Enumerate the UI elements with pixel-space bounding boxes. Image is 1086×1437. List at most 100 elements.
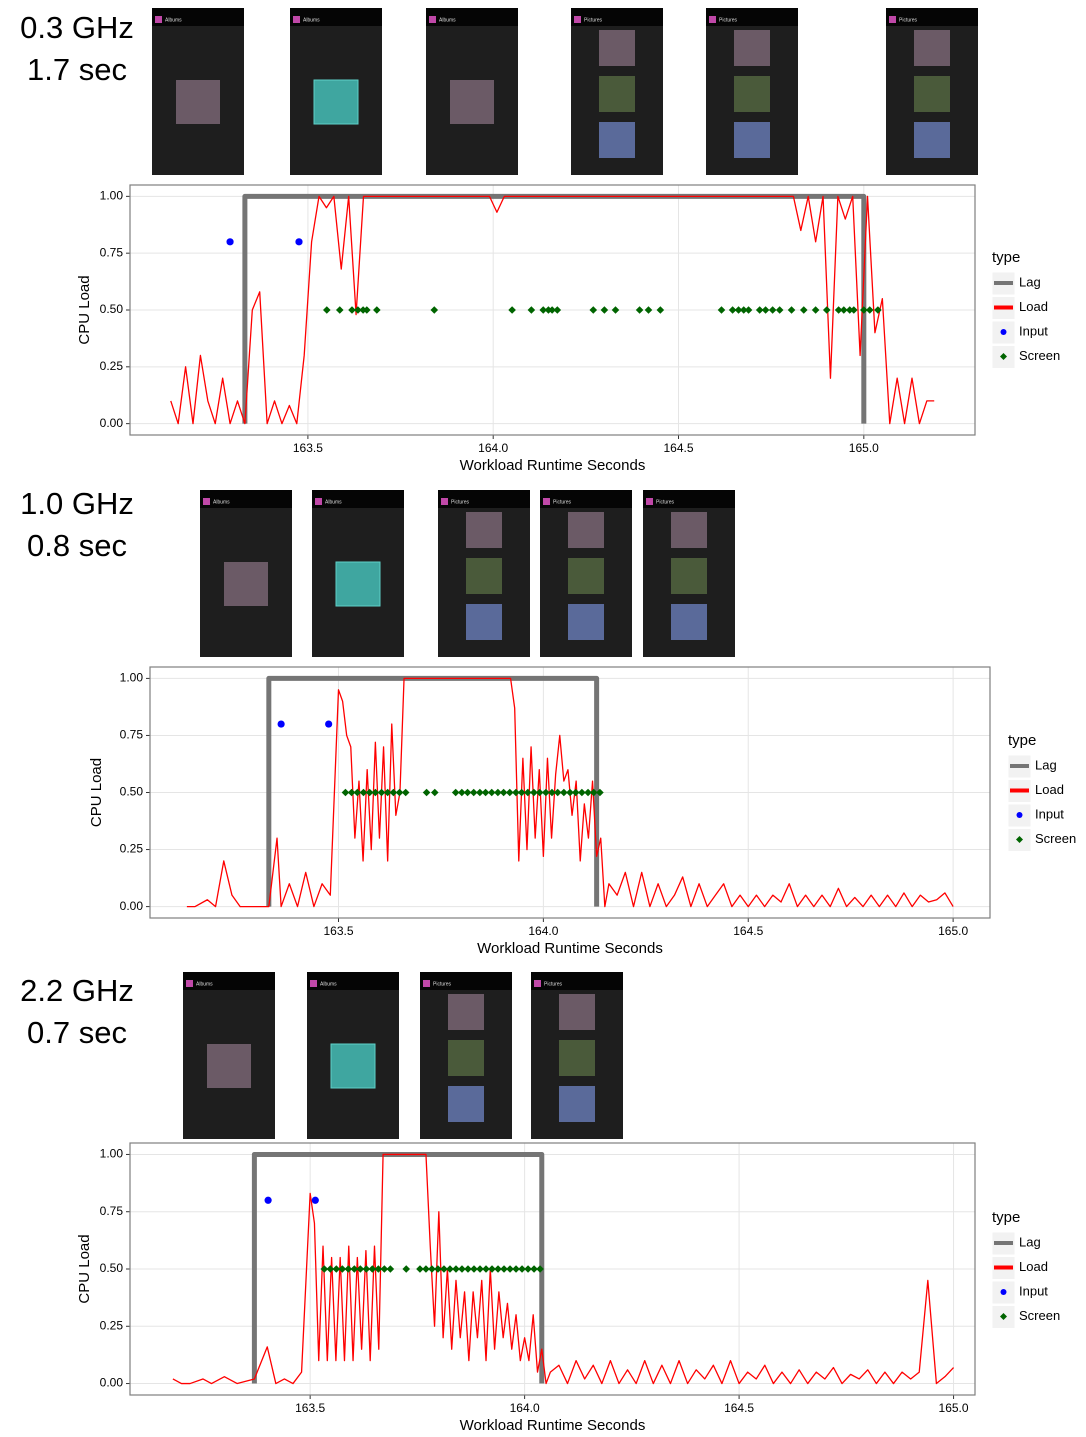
y-tick-label: 1.00: [120, 671, 144, 685]
x-tick-label: 164.5: [724, 1401, 754, 1415]
screen-point: [386, 1265, 395, 1273]
thumbnail-photo: [599, 76, 635, 112]
thumbnail-title: Albums: [439, 17, 456, 23]
thumbnail-status-bar: [438, 490, 530, 508]
screen-point: [380, 1265, 389, 1273]
screenshot-thumbnail: Pictures: [886, 8, 978, 175]
thumbnail-status-bar: [307, 972, 399, 990]
thumbnail-title: Pictures: [584, 17, 603, 23]
screen-point: [548, 788, 556, 797]
legend-label: Screen: [1035, 831, 1076, 846]
screenshot-thumbnail: Pictures: [643, 490, 735, 657]
thumbnail-status-bar: [290, 8, 382, 26]
thumbnail-title: Pictures: [544, 981, 563, 987]
thumbnail-status-bar: [200, 490, 292, 508]
thumbnail-photo: [207, 1044, 251, 1088]
panel-subtitle: 0.8 sec: [27, 528, 127, 563]
input-point: [226, 238, 234, 246]
legend-label: Input: [1019, 323, 1048, 338]
thumbnail-title: Pictures: [451, 499, 470, 505]
chart-panel: 1.0 GHz 0.8 sec Albums Albums Pictures Pictur…: [20, 486, 1076, 957]
thumbnail-app-icon: [293, 16, 300, 23]
screen-point: [542, 788, 550, 797]
thumbnail-photo: [224, 562, 268, 606]
screen-point: [505, 788, 514, 797]
thumbnail-status-bar: [531, 972, 623, 990]
thumbnail-photo: [448, 1040, 484, 1076]
legend-swatch: [1000, 1289, 1007, 1295]
screenshot-thumbnail: Albums: [200, 490, 292, 657]
legend-label: Input: [1035, 806, 1064, 821]
thumbnail-photo: [448, 1086, 484, 1122]
thumbnail-app-icon: [423, 980, 430, 987]
screen-point: [755, 306, 764, 314]
screen-point: [589, 788, 598, 797]
legend-title: type: [1008, 732, 1036, 749]
thumbnail-app-icon: [441, 498, 448, 505]
input-point: [277, 720, 285, 728]
plot-border: [129, 1142, 976, 1396]
screen-point: [347, 788, 356, 797]
screenshot-thumbnail: Albums: [312, 490, 404, 657]
screen-point: [365, 788, 374, 797]
input-point: [325, 720, 333, 728]
legend-label: Lag: [1035, 757, 1057, 772]
screen-point: [469, 788, 478, 797]
thumbnail-photo: [914, 76, 950, 112]
screen-point: [363, 306, 371, 314]
screenshot-thumbnail: Pictures: [531, 972, 623, 1139]
screen-point: [482, 1265, 490, 1273]
thumbnail-photo: [671, 558, 707, 594]
load-line: [172, 1153, 955, 1385]
screen-point: [428, 1265, 436, 1273]
screen-point: [481, 788, 490, 797]
screen-point: [389, 788, 398, 797]
thumbnail-title: Albums: [325, 499, 342, 505]
y-tick-label: 0.50: [100, 1261, 124, 1275]
thumbnail-status-bar: [152, 8, 244, 26]
screenshot-thumbnail: Pictures: [438, 490, 530, 657]
screen-point: [452, 1265, 460, 1273]
thumbnail-photo: [335, 561, 381, 607]
x-axis-title: Workload Runtime Seconds: [460, 1417, 646, 1434]
legend-swatch: [1016, 836, 1023, 843]
legend-swatch: [1016, 812, 1023, 818]
screen-point: [506, 1265, 514, 1273]
screen-point: [635, 306, 644, 314]
screenshot-thumbnail: Albums: [426, 8, 518, 175]
panel-title: 1.0 GHz: [20, 486, 134, 521]
screen-point: [368, 1265, 377, 1273]
screen-point: [845, 306, 854, 314]
thumbnail-photo: [568, 558, 604, 594]
load-line: [170, 195, 935, 425]
thumbnail-app-icon: [534, 980, 541, 987]
thumbnail-app-icon: [429, 16, 436, 23]
x-tick-label: 164.0: [528, 924, 558, 938]
x-tick-label: 165.0: [849, 441, 879, 455]
thumbnail-app-icon: [889, 16, 896, 23]
screen-point: [322, 306, 331, 314]
y-tick-label: 0.50: [120, 785, 144, 799]
screen-point: [422, 1265, 430, 1273]
x-axis-title: Workload Runtime Seconds: [477, 940, 663, 957]
screen-point: [530, 788, 538, 797]
thumbnail-status-bar: [420, 972, 512, 990]
screenshot-thumbnail: Pictures: [540, 490, 632, 657]
screen-point: [571, 788, 580, 797]
screen-point: [761, 306, 770, 314]
thumbnail-photo: [176, 80, 220, 124]
thumbnail-title: Albums: [165, 17, 182, 23]
x-tick-label: 165.0: [939, 1401, 969, 1415]
screen-point: [402, 1265, 411, 1273]
legend-title: type: [992, 1209, 1020, 1226]
y-axis-title: CPU Load: [88, 758, 105, 827]
screen-point: [494, 1265, 502, 1273]
screen-point: [487, 788, 496, 797]
screen-point: [341, 788, 350, 797]
y-tick-label: 0.50: [100, 302, 124, 316]
screen-point: [422, 788, 431, 797]
thumbnail-photo: [734, 76, 770, 112]
legend-swatch: [1000, 1313, 1007, 1320]
thumbnail-status-bar: [886, 8, 978, 26]
